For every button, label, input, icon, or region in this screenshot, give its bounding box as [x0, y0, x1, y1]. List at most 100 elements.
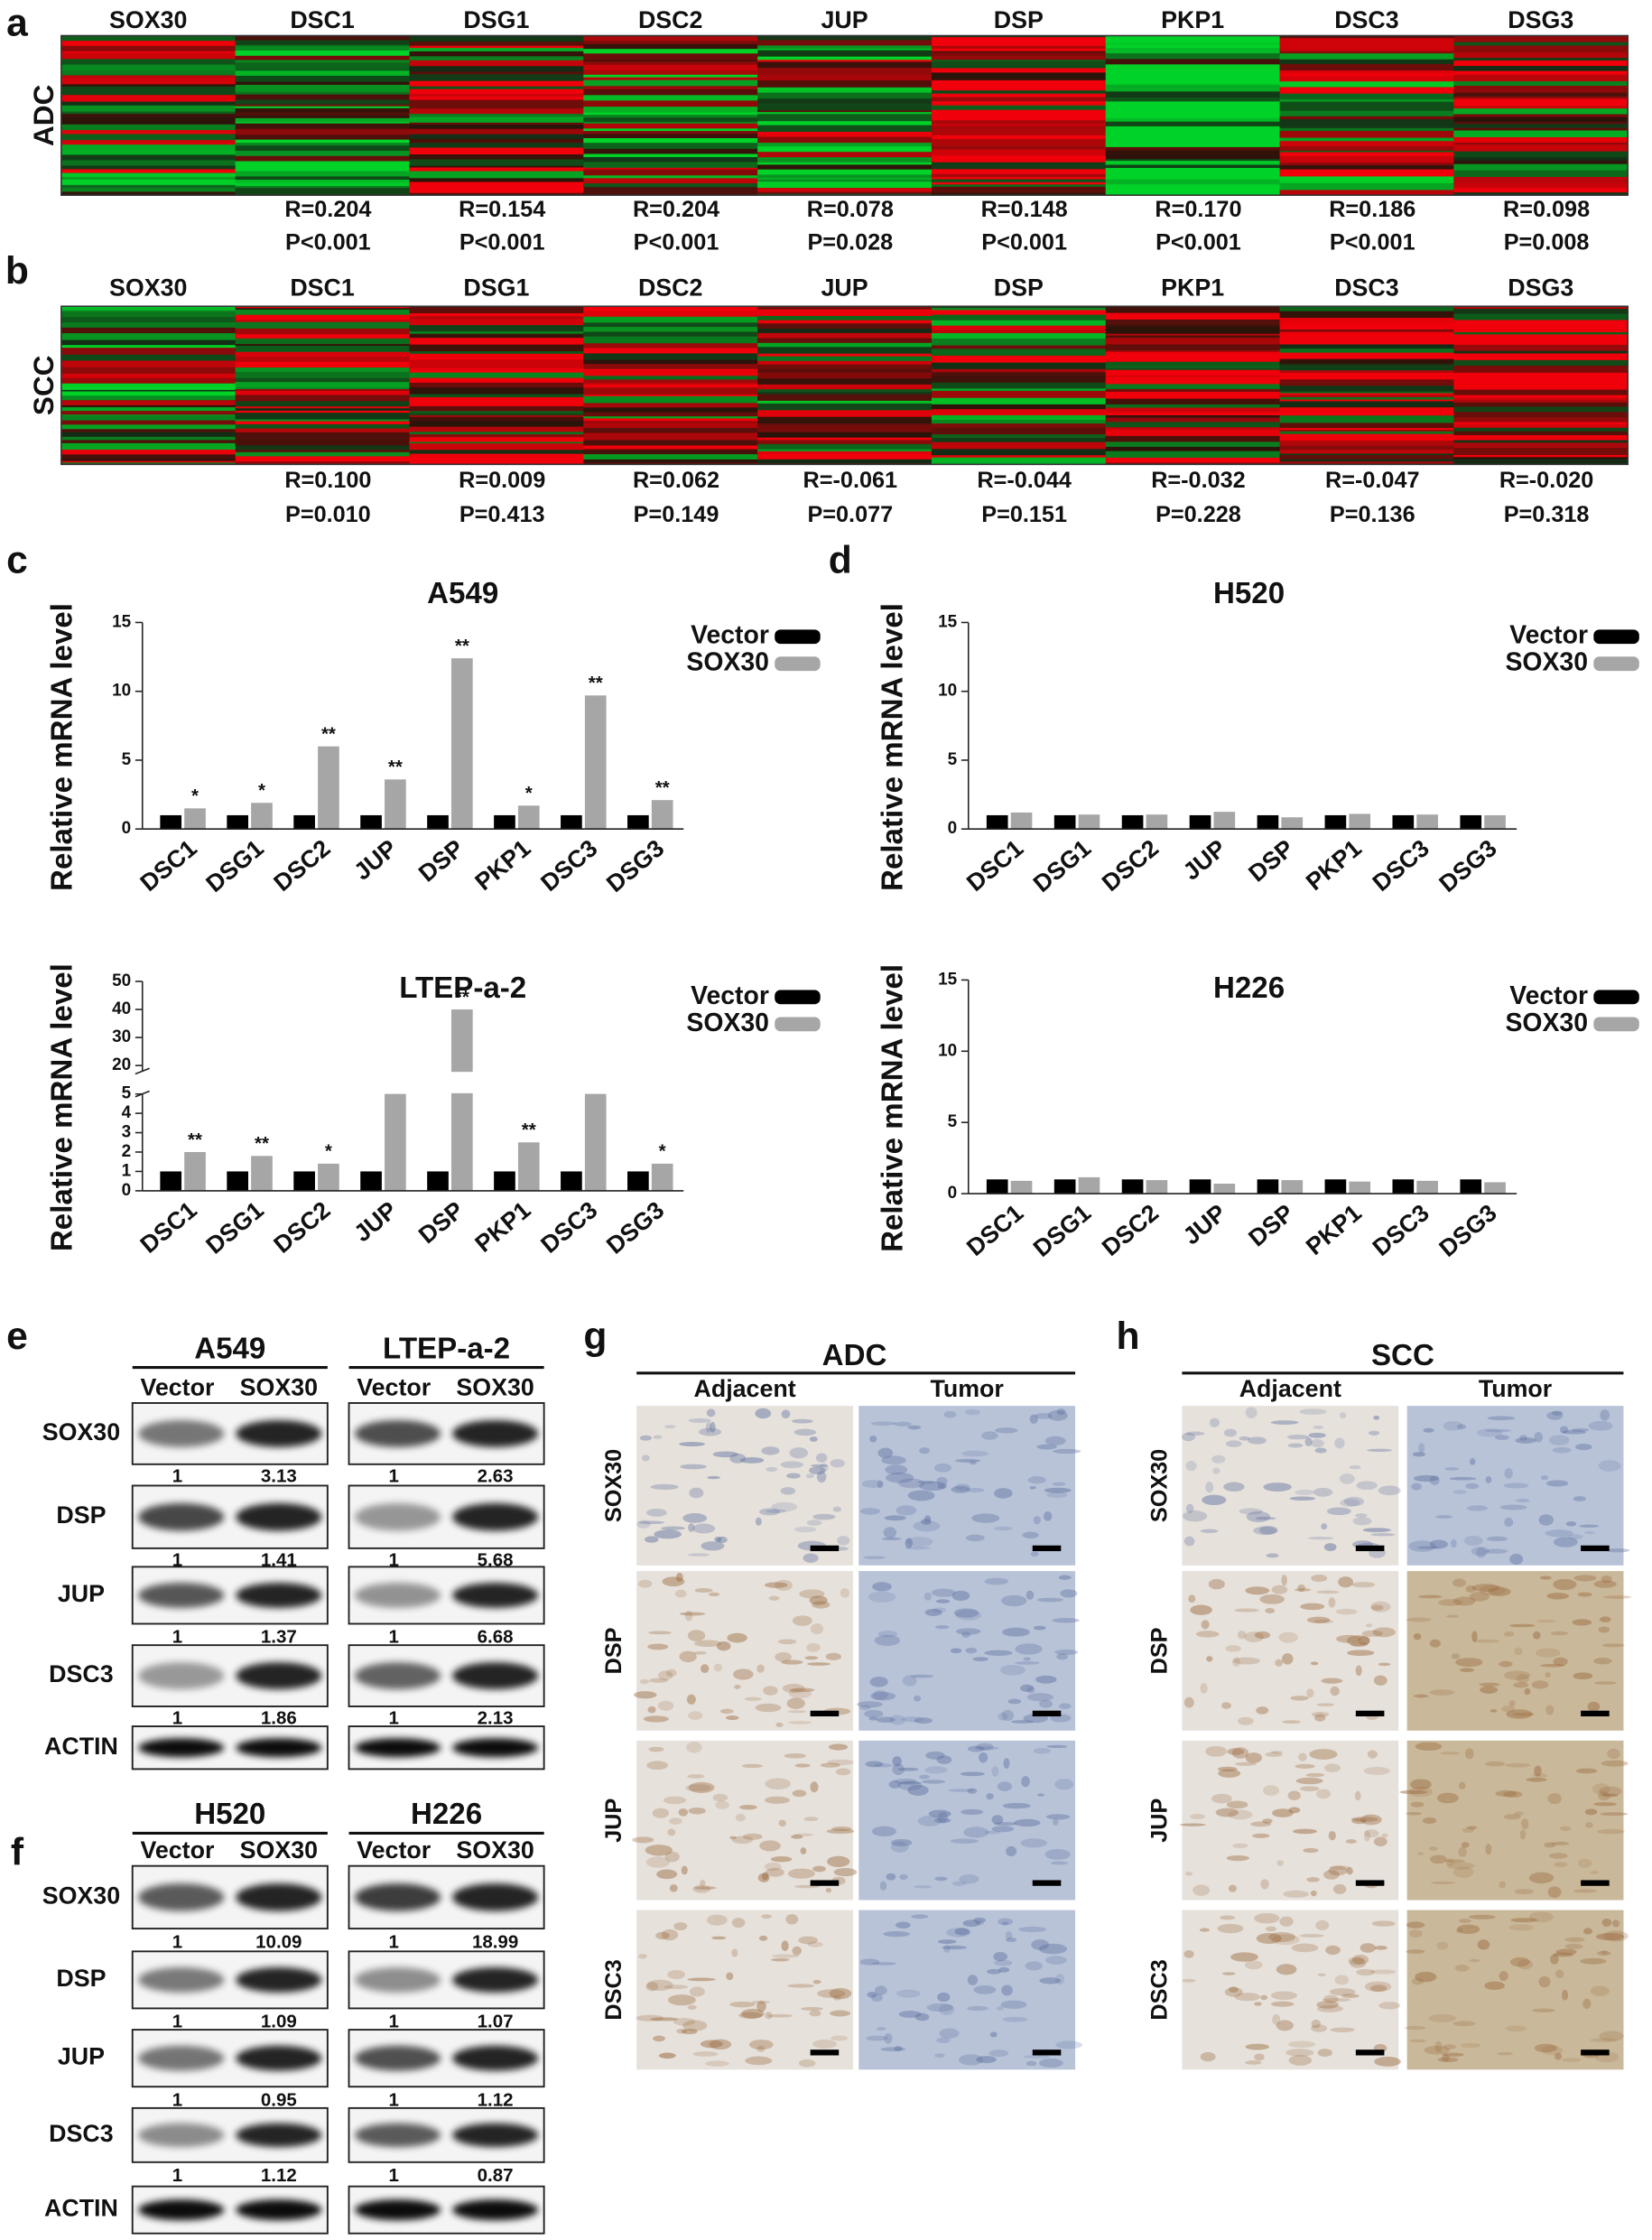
y-tick-label: 0: [948, 819, 958, 838]
heatmap-stripe: [60, 383, 237, 391]
heatmap-stripe: [60, 124, 237, 131]
heatmap-stripe: [757, 179, 933, 182]
y-tick-label: 5: [948, 1112, 958, 1131]
heatmap-stripe: [1453, 339, 1629, 346]
ihc-texture: [1436, 1941, 1449, 1950]
heatmap-stripe: [60, 101, 237, 107]
ihc-texture: [994, 1427, 1018, 1434]
ihc-texture: [1316, 1703, 1335, 1706]
heatmap-stripe: [409, 82, 585, 88]
significance-mark: **: [321, 724, 336, 745]
ihc-texture: [1374, 1945, 1387, 1950]
ihc-texture: [976, 1743, 994, 1751]
ihc-texture: [687, 2004, 697, 2010]
heatmap-stripe: [1453, 306, 1629, 310]
ihc-texture: [1254, 2053, 1265, 2061]
ihc-texture: [894, 2046, 903, 2051]
ihc-texture: [907, 1490, 935, 1501]
ihc-column-label: Tumor: [930, 1375, 1004, 1402]
heatmap-stripe: [1453, 334, 1629, 341]
ihc-texture: [805, 1473, 814, 1479]
legend-label: Vector: [1509, 981, 1588, 1010]
ihc-texture: [881, 1537, 902, 1541]
bar: [251, 803, 273, 830]
bar: [385, 779, 406, 830]
heatmap-stripe: [1279, 137, 1455, 142]
heatmap-stripe: [931, 35, 1107, 38]
ihc-texture: [792, 1946, 803, 1956]
ihc-texture: [987, 1968, 1002, 1975]
ihc-texture: [896, 1505, 917, 1516]
ihc-texture: [874, 1634, 900, 1646]
heatmap-stripe: [1279, 116, 1455, 120]
heatmap-stripe: [757, 98, 933, 105]
heatmap-stripe: [60, 454, 237, 460]
bar: [293, 1171, 315, 1191]
heatmap-stripe: [235, 345, 411, 353]
heatmap-stripe: [235, 107, 411, 113]
p-value: P=0.028: [807, 229, 893, 255]
heatmap-stripe: [931, 145, 1107, 151]
ihc-texture: [686, 1694, 696, 1705]
ihc-texture: [1200, 1529, 1219, 1533]
ihc-texture: [741, 1763, 763, 1769]
ihc-texture: [1185, 1460, 1197, 1472]
bar: [494, 814, 515, 830]
heatmap-stripe: [1279, 414, 1455, 416]
heatmap-stripe: [235, 112, 411, 116]
ihc-texture: [961, 1631, 970, 1639]
ihc-row-label: JUP: [601, 1799, 626, 1843]
ihc-texture: [1552, 1446, 1572, 1454]
ihc-texture: [658, 1670, 673, 1680]
legend-swatch: [775, 629, 821, 645]
heatmap-stripe: [1453, 122, 1629, 125]
ihc-texture: [1295, 1777, 1323, 1785]
heatmap-stripe: [1279, 306, 1455, 312]
ihc-texture: [706, 1408, 716, 1417]
heatmap-stripe: [235, 461, 411, 465]
ihc-texture: [1045, 1956, 1067, 1965]
heatmap-stripe: [60, 134, 237, 141]
ihc-texture: [979, 1752, 988, 1763]
ihc-texture: [1599, 1786, 1622, 1797]
gene-label: DSP: [994, 274, 1044, 301]
heatmap-stripe: [931, 419, 1107, 424]
ihc-texture: [1254, 2002, 1262, 2006]
heatmap-stripe: [1279, 124, 1455, 129]
heatmap-stripe: [1279, 127, 1455, 132]
ihc-texture: [1364, 1981, 1392, 1993]
ihc-texture: [969, 1460, 977, 1465]
ihc-texture: [1239, 1436, 1250, 1441]
heatmap-stripe: [60, 45, 237, 52]
heatmap-stripe: [583, 327, 758, 332]
heatmap-stripe: [1105, 47, 1281, 54]
ihc-texture: [709, 2039, 732, 2050]
heatmap-stripe: [757, 364, 933, 370]
significance-mark: **: [455, 987, 469, 1008]
y-tick-label: 4: [122, 1103, 132, 1122]
quant-value: 1: [172, 2012, 182, 2032]
ihc-texture: [745, 2056, 773, 2066]
ihc-texture: [880, 2047, 906, 2052]
ihc-texture: [1276, 2020, 1294, 2031]
heatmap-stripe: [1453, 97, 1629, 100]
ihc-texture: [1015, 1643, 1043, 1655]
ihc-texture: [1510, 1918, 1538, 1923]
ihc-texture: [1588, 1420, 1613, 1431]
heatmap-stripe: [1453, 92, 1629, 98]
blot-band: [354, 2123, 441, 2148]
heatmap-stripe: [757, 457, 933, 460]
heatmap-stripe: [1105, 417, 1281, 423]
heatmap-stripe: [583, 112, 758, 116]
ihc-texture: [1469, 1592, 1490, 1602]
heatmap-stripe: [1105, 161, 1281, 165]
ihc-texture: [890, 1841, 909, 1853]
ihc-texture: [935, 1599, 951, 1603]
ihc-texture: [925, 1751, 945, 1760]
ihc-texture: [830, 2010, 850, 2017]
heatmap-stripe: [583, 60, 758, 62]
heatmap-stripe: [931, 177, 1107, 181]
heatmap-stripe: [1105, 412, 1281, 416]
heatmap-stripe: [583, 70, 758, 76]
ihc-row-label: DSC3: [601, 1959, 626, 2020]
